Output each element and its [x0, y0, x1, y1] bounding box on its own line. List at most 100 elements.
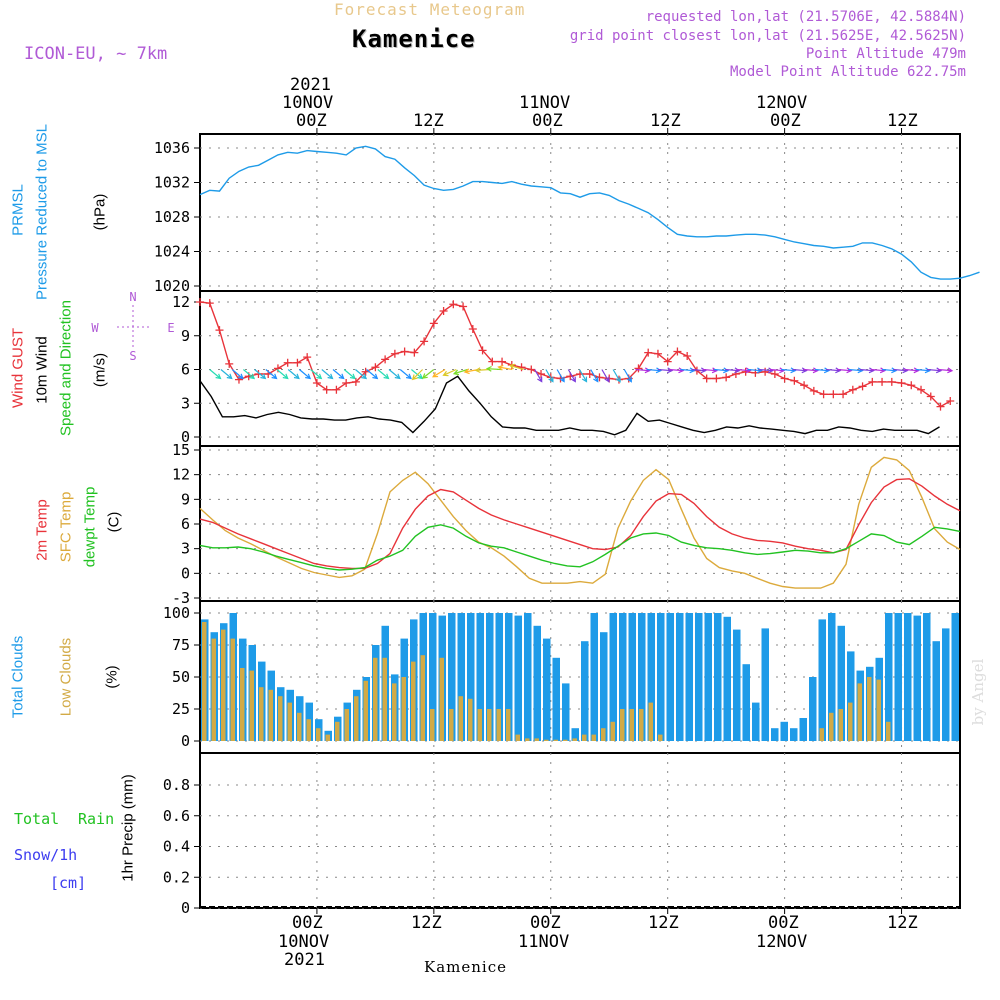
gridpoint-coords: grid point closest lon,lat (21.5625E, 42…	[569, 28, 966, 44]
wind-arrow-48	[747, 367, 763, 374]
ytick-label-2-2: 3	[181, 540, 190, 558]
total-cloud-bar-56	[733, 629, 741, 741]
total-cloud-bar-29	[476, 613, 484, 741]
ytick-label-3-0: 0	[181, 732, 190, 750]
total-cloud-bar-37	[552, 657, 560, 741]
gust-marker-54	[722, 373, 731, 382]
top-date-label-2: 11NOV	[519, 93, 571, 113]
wind-arrow-46	[725, 367, 741, 374]
gust-marker-25	[439, 307, 448, 315]
total-cloud-bar-59	[761, 628, 769, 741]
low-cloud-bar-35	[534, 738, 539, 741]
total-cloud-bar-62	[790, 728, 798, 741]
total-cloud-bar-27	[457, 613, 465, 741]
compass-s: S	[129, 349, 136, 363]
compass-cross	[117, 305, 149, 349]
total-cloud-bar-26	[448, 613, 456, 741]
total-cloud-bar-57	[742, 664, 750, 741]
dewpt-line	[199, 524, 961, 571]
ytick-label-4-0: 0	[181, 899, 190, 917]
gust-marker-47	[653, 349, 662, 358]
bottom-date-label-3: 12NOV	[756, 932, 808, 952]
low-cloud-bar-7	[268, 689, 273, 741]
ytick-label-0-2: 1028	[154, 208, 190, 226]
total-cloud-bar-32	[505, 613, 513, 741]
low-cloud-bar-40	[582, 734, 587, 741]
ytick-label-4-3: 0.6	[163, 807, 190, 825]
low-cloud-bar-11	[306, 719, 311, 741]
low-cloud-bar-24	[430, 709, 435, 741]
low-cloud-bar-39	[572, 738, 577, 741]
low-cloud-bar-15	[344, 709, 349, 741]
wind-arrow-60	[882, 367, 898, 374]
total-cloud-bar-43	[609, 613, 617, 741]
low-cloud-bar-30	[487, 709, 492, 741]
wind-arrow-43	[691, 367, 707, 374]
top-time-label-3: 00Z	[532, 111, 563, 131]
top-date-label-3: 12NOV	[756, 93, 808, 113]
gust-marker-60	[780, 374, 789, 383]
low-cloud-bar-36	[544, 739, 549, 741]
ytick-label-1-2: 6	[181, 361, 190, 379]
precip-cm-label: [cm]	[50, 874, 87, 892]
ytick-label-4-1: 0.2	[163, 868, 190, 886]
wind-arrow-53	[803, 367, 819, 374]
gust-marker-67	[848, 385, 857, 394]
total-cloud-bar-66	[828, 613, 836, 741]
wind-arrow-26	[485, 365, 502, 372]
wind-arrow-17	[399, 369, 412, 380]
total-cloud-bar-77	[932, 641, 940, 741]
gust-marker-68	[858, 382, 867, 391]
wind-arrow-38	[635, 367, 651, 374]
gust-marker-53	[712, 374, 721, 383]
gust-marker-29	[478, 346, 487, 355]
total-cloud-bar-67	[837, 625, 845, 741]
gust-marker-71	[887, 377, 896, 386]
total-cloud-bar-47	[647, 613, 655, 741]
wind-arrow-1	[220, 369, 233, 380]
low-cloud-bar-14	[335, 721, 340, 741]
wind-arrow-47	[736, 367, 752, 374]
gust-marker-20	[390, 349, 399, 358]
total-cloud-bar-60	[771, 728, 779, 741]
wind-arrow-39	[646, 367, 662, 374]
wind-arrow-50	[769, 367, 786, 374]
gust-marker-66	[839, 390, 848, 399]
total-cloud-bar-40	[581, 641, 589, 741]
gust-marker-72	[897, 379, 906, 387]
low-cloud-bar-47	[648, 702, 653, 741]
gust-marker-65	[829, 390, 838, 399]
compass-w: W	[91, 321, 99, 335]
top-time-label-5: 00Z	[770, 111, 801, 131]
total-cloud-bar-68	[847, 651, 855, 741]
total-cloud-bar-51	[685, 613, 693, 741]
gust-marker-9	[283, 358, 292, 367]
total-cloud-bar-72	[885, 613, 893, 741]
wind-arrow-21	[432, 368, 446, 378]
gust-marker-26	[449, 300, 458, 309]
low-cloud-bar-6	[259, 687, 264, 741]
low-cloud-bar-22	[411, 661, 416, 741]
sfctemp-line	[199, 456, 961, 589]
location-title: Kamenice	[352, 25, 476, 53]
wind-arrow-5	[265, 369, 278, 380]
low-cloud-bar-23	[420, 655, 425, 741]
wind-arrow-27	[497, 364, 513, 371]
wind-arrow-8	[299, 369, 312, 380]
gust-marker-15	[342, 379, 351, 387]
top-time-label-2: 12Z	[413, 111, 444, 131]
total-cloud-bar-54	[714, 613, 722, 741]
low-cloud-bar-12	[316, 728, 321, 741]
total-cloud-bar-76	[923, 613, 931, 741]
total-cloud-bar-74	[904, 613, 912, 741]
gust-marker-46	[644, 348, 653, 357]
total-cloud-bar-45	[628, 613, 636, 741]
gust-marker-77	[946, 397, 955, 405]
gust-marker-52	[702, 374, 711, 383]
gust-marker-50	[683, 352, 692, 360]
wind-arrow-49	[758, 367, 774, 374]
compass-e: E	[167, 321, 174, 335]
wind-arrow-45	[713, 367, 730, 374]
ytick-label-4-2: 0.4	[163, 838, 190, 856]
